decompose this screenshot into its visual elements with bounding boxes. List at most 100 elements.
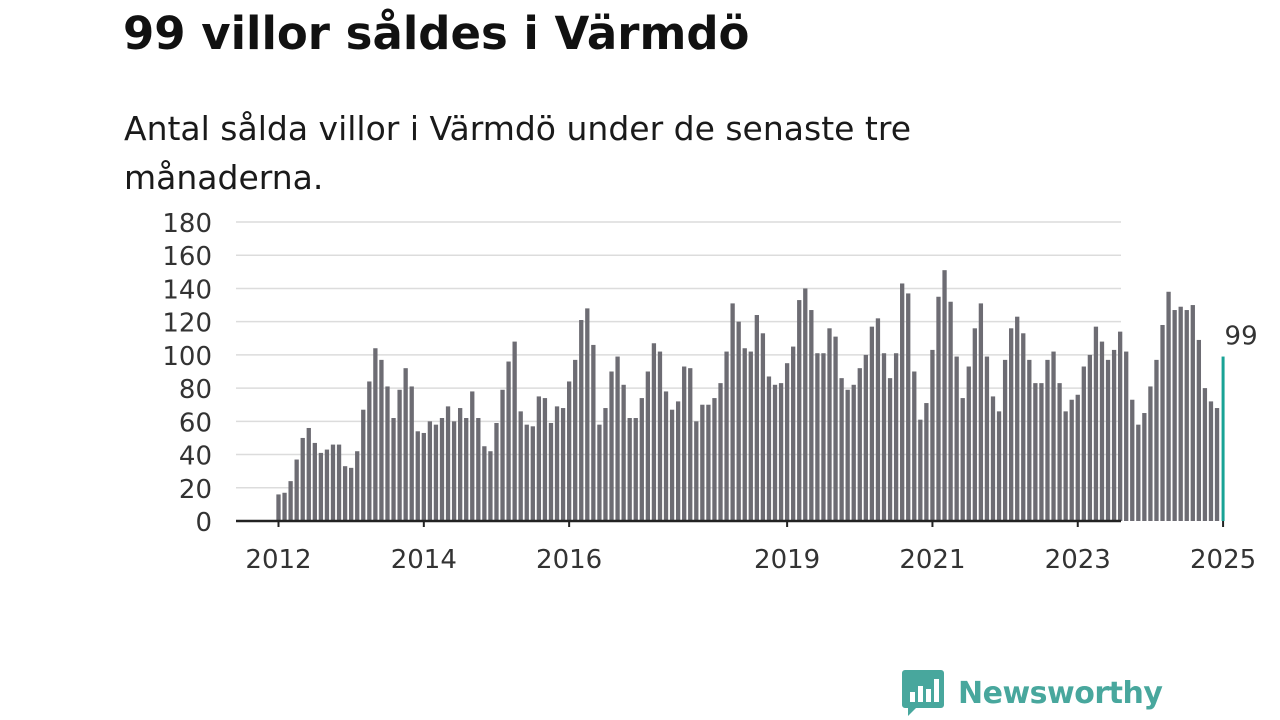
- bar: [857, 368, 862, 521]
- bar: [566, 381, 572, 521]
- x-tick-label: 2016: [536, 545, 602, 575]
- bar: [282, 492, 287, 521]
- bar: [1196, 339, 1202, 521]
- bar: [1117, 331, 1123, 521]
- bar: [875, 318, 881, 521]
- bar: [330, 444, 336, 521]
- bar: [924, 403, 929, 521]
- chart-title: 99 villor såldes i Värmdö: [123, 7, 750, 60]
- bar: [560, 408, 566, 521]
- bar: [815, 353, 820, 521]
- bar: [651, 343, 657, 521]
- bar: [1063, 411, 1068, 521]
- y-tick-label: 120: [162, 309, 212, 339]
- bar: [881, 353, 887, 521]
- bar: [803, 288, 808, 521]
- bar: [288, 481, 293, 521]
- bar: [784, 363, 790, 521]
- bar: [1039, 383, 1044, 521]
- bar: [1190, 305, 1195, 521]
- bar: [554, 406, 560, 521]
- bar: [657, 351, 663, 521]
- bar: [960, 398, 965, 521]
- bar: [972, 328, 977, 521]
- bar: [1081, 366, 1086, 521]
- bar: [1214, 408, 1220, 521]
- bar: [1087, 354, 1093, 521]
- bar: [1002, 359, 1008, 521]
- bar: [373, 348, 378, 521]
- bar: [603, 408, 608, 521]
- bar: [1057, 383, 1062, 521]
- bar: [1178, 306, 1183, 521]
- bar: [579, 320, 584, 521]
- y-tick-label: 20: [179, 475, 212, 505]
- bar: [718, 383, 723, 521]
- bar: [742, 348, 747, 521]
- bar: [524, 424, 529, 521]
- bar: [324, 449, 330, 521]
- bar: [488, 451, 493, 521]
- bar: [548, 422, 554, 521]
- bar: [851, 384, 856, 521]
- bar: [476, 418, 481, 521]
- bar: [748, 351, 753, 521]
- bar: [663, 391, 669, 521]
- bar: [409, 386, 414, 521]
- bar: [833, 336, 838, 521]
- bar: [1166, 291, 1171, 521]
- bar: [1027, 359, 1032, 521]
- bar: [482, 446, 487, 521]
- bar: [458, 408, 463, 521]
- bar: [300, 437, 305, 521]
- brand-name: Newsworthy: [958, 675, 1163, 711]
- bar: [591, 344, 596, 521]
- bar: [700, 404, 705, 521]
- x-axis-ticks: 2012 2014 2016 2019 2021 2023 2025: [245, 521, 1256, 575]
- bar: [688, 368, 693, 521]
- bar: [403, 368, 408, 521]
- bar: [367, 381, 372, 521]
- bar: [609, 371, 614, 521]
- bar: [627, 418, 632, 521]
- bar: [500, 389, 505, 521]
- bar: [730, 303, 735, 521]
- bar: [336, 444, 342, 521]
- bar: [1069, 399, 1074, 521]
- bar: [754, 315, 759, 521]
- bar: [464, 418, 469, 521]
- bar: [1075, 394, 1080, 521]
- bar: [936, 296, 941, 521]
- x-tick-label: 2021: [899, 545, 965, 575]
- bar: [912, 371, 917, 521]
- bar: [615, 356, 620, 521]
- bar: [306, 427, 311, 521]
- bar: [1160, 324, 1165, 521]
- bar: [342, 466, 348, 521]
- bar: [379, 359, 384, 521]
- bar: [839, 378, 844, 521]
- bar: [385, 386, 390, 521]
- bar: [1136, 424, 1141, 521]
- bar: [893, 353, 899, 521]
- bar: [1124, 351, 1129, 521]
- bar: [724, 351, 729, 521]
- bar: [494, 422, 499, 521]
- bar: [766, 376, 772, 521]
- bar: [573, 359, 578, 521]
- x-tick-label: 2023: [1045, 545, 1111, 575]
- bar: [1009, 328, 1014, 521]
- bar: [1015, 316, 1020, 521]
- y-tick-label: 40: [179, 442, 212, 472]
- bar: [845, 389, 850, 521]
- bar: [1105, 359, 1111, 521]
- bar: [1208, 401, 1214, 521]
- bar: [1184, 310, 1189, 521]
- bar: [712, 398, 717, 521]
- x-tick-label: 2012: [245, 545, 311, 575]
- bar: [318, 452, 324, 521]
- x-tick-label: 2014: [391, 545, 457, 575]
- bar: [421, 432, 426, 521]
- y-tick-label: 0: [195, 508, 212, 538]
